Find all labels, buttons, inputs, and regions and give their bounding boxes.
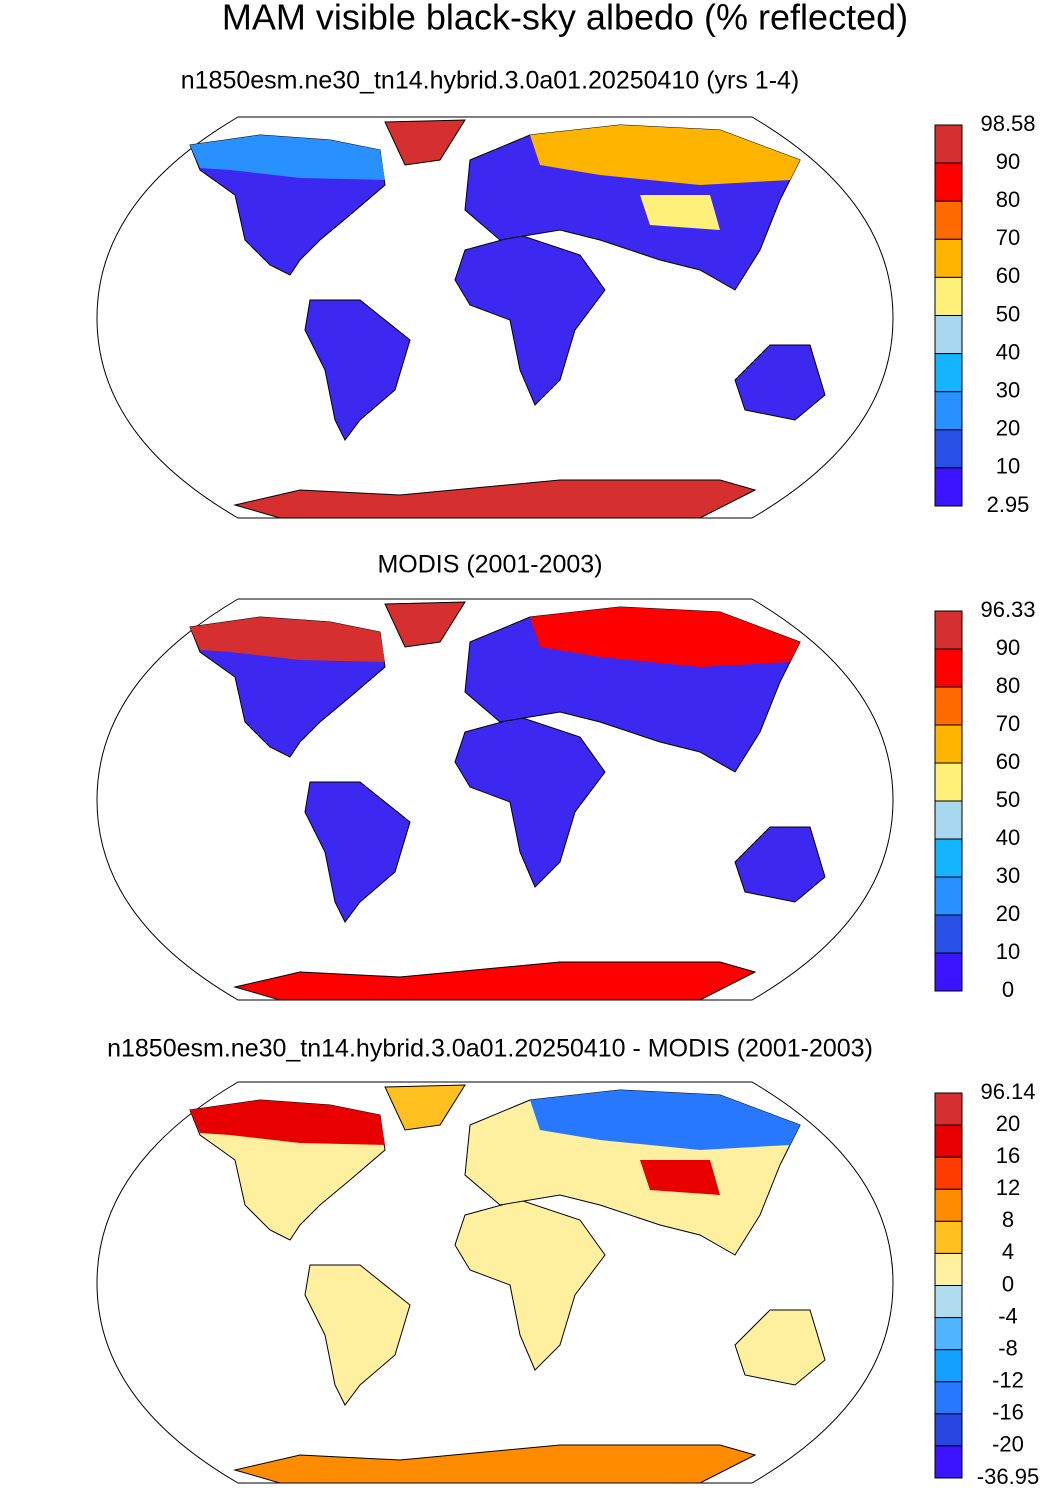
colorbar-box <box>934 686 963 726</box>
colorbar-label: 40 <box>996 339 1020 364</box>
colorbar-box <box>934 1445 963 1479</box>
colorbar-box <box>934 952 963 992</box>
colorbar-label: 30 <box>996 378 1020 403</box>
colorbar-box <box>934 1124 963 1158</box>
colorbar-box <box>934 800 963 840</box>
colorbar-label: 12 <box>996 1175 1020 1200</box>
colorbar-label: 80 <box>996 187 1020 212</box>
colorbar-box <box>934 429 963 469</box>
colorbar-box <box>934 1220 963 1254</box>
colorbar-box <box>934 238 963 278</box>
land <box>304 299 411 441</box>
land-patch <box>190 617 385 662</box>
map <box>96 1081 894 1484</box>
land <box>454 234 606 406</box>
colorbar-box <box>934 1413 963 1447</box>
colorbar-box <box>934 200 963 240</box>
colorbar-box <box>934 1252 963 1286</box>
land <box>304 1264 411 1406</box>
antarctica <box>233 1444 757 1484</box>
colorbar-label: -16 <box>992 1400 1024 1425</box>
colorbar-box <box>934 1188 963 1222</box>
land-patch <box>530 607 800 667</box>
land-patch <box>530 125 800 185</box>
land-patch <box>640 195 720 230</box>
colorbar-label: 4 <box>1002 1239 1014 1264</box>
land <box>734 344 826 421</box>
colorbar-box <box>934 876 963 916</box>
colorbar-box <box>934 1156 963 1190</box>
land <box>454 716 606 888</box>
colorbar-box <box>934 724 963 764</box>
colorbar-box <box>934 162 963 202</box>
colorbar-label: 80 <box>996 673 1020 698</box>
land <box>734 1309 826 1386</box>
land-patch <box>190 135 385 180</box>
colorbar-label: 70 <box>996 711 1020 736</box>
colorbar-label: -36.95 <box>977 1464 1039 1489</box>
greenland <box>384 1084 466 1131</box>
colorbar-box <box>934 1317 963 1351</box>
colorbar-box <box>934 391 963 431</box>
colorbar-label: 98.58 <box>980 111 1035 136</box>
main-title: MAM visible black-sky albedo (% reflecte… <box>222 0 908 38</box>
colorbar-box <box>934 467 963 507</box>
colorbar-label: 40 <box>996 825 1020 850</box>
colorbar-box <box>934 914 963 954</box>
map <box>96 598 894 1001</box>
colorbar-box <box>934 1092 963 1126</box>
colorbar-label: 8 <box>1002 1207 1014 1232</box>
panel-title: n1850esm.ne30_tn14.hybrid.3.0a01.2025041… <box>107 1035 873 1063</box>
colorbar-box <box>934 124 963 164</box>
colorbar-label: 20 <box>996 1111 1020 1136</box>
colorbar-label: 2.95 <box>987 492 1030 517</box>
greenland <box>384 601 466 648</box>
colorbar-label: 20 <box>996 416 1020 441</box>
land-patch <box>640 1160 720 1195</box>
colorbar-box <box>934 648 963 688</box>
colorbar-label: 70 <box>996 225 1020 250</box>
colorbar-label: -20 <box>992 1432 1024 1457</box>
colorbar-box <box>934 1381 963 1415</box>
map <box>96 116 894 519</box>
panel-title: n1850esm.ne30_tn14.hybrid.3.0a01.2025041… <box>181 67 800 95</box>
colorbar-label: 90 <box>996 149 1020 174</box>
colorbar-box <box>934 353 963 393</box>
greenland <box>384 119 466 166</box>
antarctica <box>233 479 757 519</box>
colorbar-label: -4 <box>998 1303 1018 1328</box>
land-patch <box>530 1090 800 1150</box>
colorbar-label: 16 <box>996 1143 1020 1168</box>
colorbar-label: 30 <box>996 863 1020 888</box>
colorbar-label: 96.14 <box>980 1079 1035 1104</box>
colorbar-box <box>934 315 963 355</box>
land-patch <box>190 1100 385 1145</box>
colorbar-box <box>934 610 963 650</box>
colorbar-label: 0 <box>1002 1271 1014 1296</box>
antarctica <box>233 961 757 1001</box>
colorbar-label: -12 <box>992 1368 1024 1393</box>
colorbar-box <box>934 1349 963 1383</box>
colorbar-label: 20 <box>996 901 1020 926</box>
colorbar-label: -8 <box>998 1335 1018 1360</box>
colorbar-box <box>934 1285 963 1319</box>
colorbar-label: 50 <box>996 787 1020 812</box>
colorbar-label: 60 <box>996 263 1020 288</box>
colorbar-label: 50 <box>996 301 1020 326</box>
panel-title: MODIS (2001-2003) <box>377 551 602 579</box>
colorbar-label: 10 <box>996 454 1020 479</box>
land <box>454 1199 606 1371</box>
colorbar-box <box>934 838 963 878</box>
colorbar-label: 90 <box>996 635 1020 660</box>
colorbar-label: 0 <box>1002 977 1014 1002</box>
colorbar-box <box>934 276 963 316</box>
colorbar-label: 10 <box>996 939 1020 964</box>
land <box>304 781 411 923</box>
colorbar-box <box>934 762 963 802</box>
colorbar-label: 60 <box>996 749 1020 774</box>
land <box>734 826 826 903</box>
colorbar-label: 96.33 <box>980 597 1035 622</box>
